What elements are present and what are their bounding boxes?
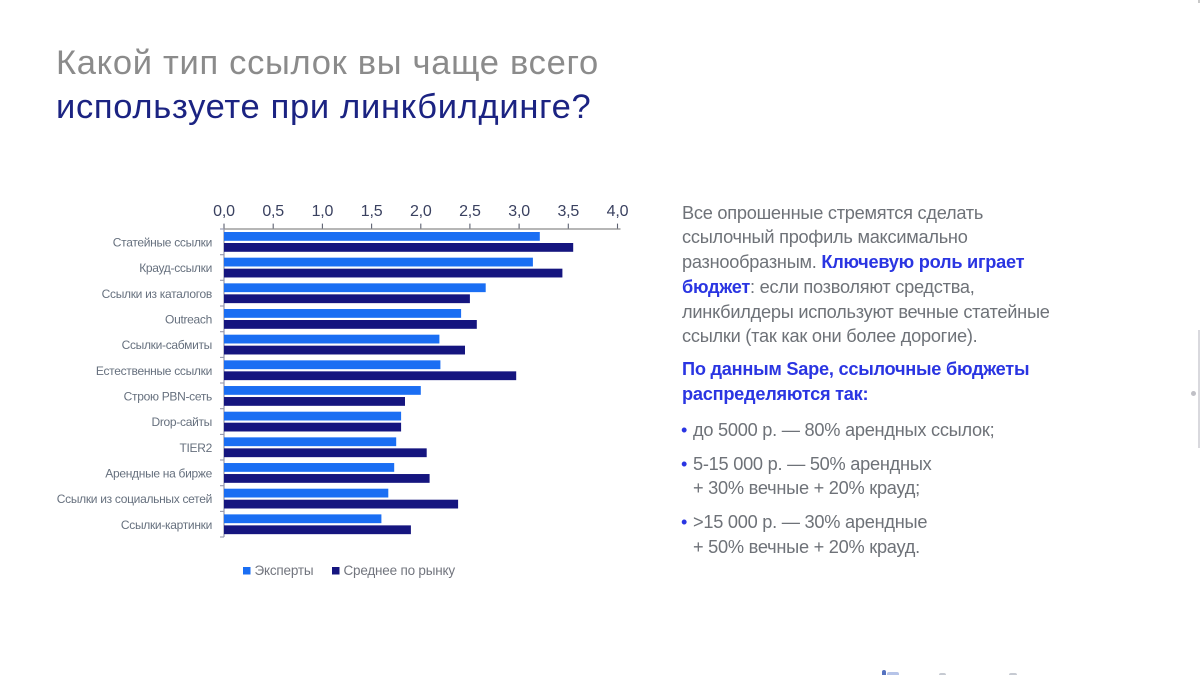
svg-text:0,0: 0,0 [213, 203, 235, 220]
svg-text:Drop-сайты: Drop-сайты [151, 415, 212, 429]
svg-text:1,0: 1,0 [312, 203, 334, 220]
svg-text:Ссылки-сабмиты: Ссылки-сабмиты [122, 338, 212, 352]
svg-text:Строю PBN-сеть: Строю PBN-сеть [124, 390, 212, 404]
svg-text:Ссылки из каталогов: Ссылки из каталогов [102, 287, 212, 301]
svg-text:Крауд-ссылки: Крауд-ссылки [139, 261, 212, 275]
svg-text:3,0: 3,0 [508, 203, 530, 220]
svg-text:Статейные ссылки: Статейные ссылки [113, 235, 212, 249]
svg-text:Outreach: Outreach [165, 312, 212, 326]
svg-text:1,5: 1,5 [361, 203, 383, 220]
svg-text:2,5: 2,5 [459, 203, 481, 220]
svg-text:Ссылки-картинки: Ссылки-картинки [121, 518, 212, 532]
svg-text:Естественные ссылки: Естественные ссылки [96, 364, 212, 378]
svg-text:Ссылки из социальных сетей: Ссылки из социальных сетей [57, 492, 212, 506]
svg-text:Арендные на бирже: Арендные на бирже [105, 467, 212, 481]
svg-text:2,0: 2,0 [410, 203, 432, 220]
svg-text:0,5: 0,5 [262, 203, 284, 220]
svg-text:Среднее по рынку: Среднее по рынку [344, 563, 456, 578]
svg-text:Эксперты: Эксперты [255, 563, 314, 578]
svg-text:4,0: 4,0 [607, 203, 629, 220]
svg-text:TIER2: TIER2 [179, 441, 212, 455]
svg-text:3,5: 3,5 [557, 203, 579, 220]
